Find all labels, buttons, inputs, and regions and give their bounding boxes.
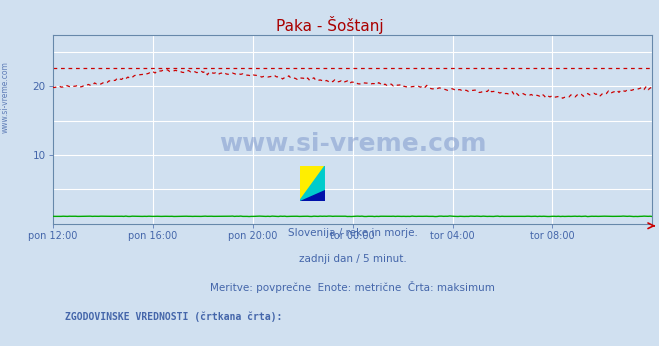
Text: www.si-vreme.com: www.si-vreme.com [1, 61, 10, 133]
Text: ZGODOVINSKE VREDNOSTI (črtkana črta):: ZGODOVINSKE VREDNOSTI (črtkana črta): [65, 312, 282, 322]
Text: Paka - Šoštanj: Paka - Šoštanj [275, 16, 384, 34]
Text: zadnji dan / 5 minut.: zadnji dan / 5 minut. [299, 254, 407, 264]
Text: Meritve: povprečne  Enote: metrične  Črta: maksimum: Meritve: povprečne Enote: metrične Črta:… [210, 281, 495, 293]
Text: Slovenija / reke in morje.: Slovenija / reke in morje. [287, 228, 418, 238]
Polygon shape [300, 166, 325, 201]
Text: www.si-vreme.com: www.si-vreme.com [219, 133, 486, 156]
Polygon shape [300, 166, 325, 201]
Polygon shape [300, 190, 325, 201]
